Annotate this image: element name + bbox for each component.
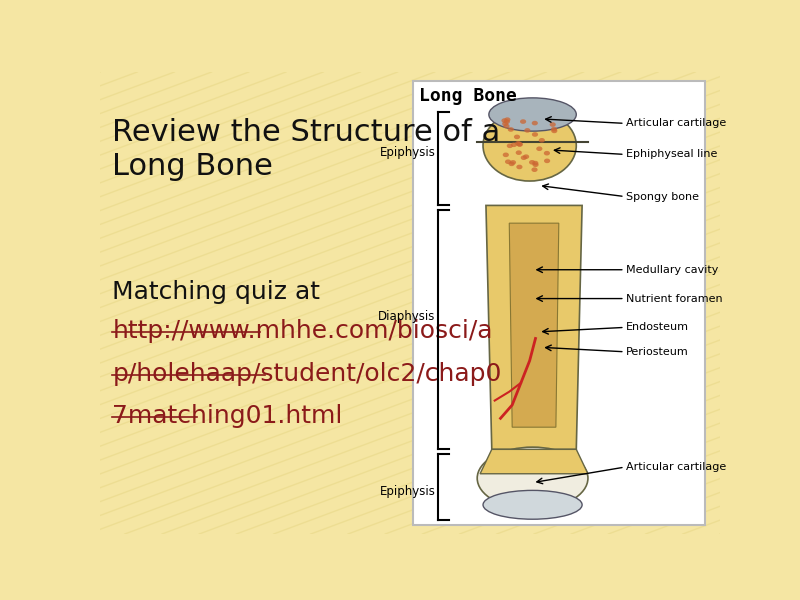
Circle shape bbox=[536, 146, 542, 151]
Text: Diaphysis: Diaphysis bbox=[378, 310, 435, 323]
Circle shape bbox=[516, 164, 522, 169]
Circle shape bbox=[506, 143, 513, 148]
Circle shape bbox=[508, 127, 514, 132]
Ellipse shape bbox=[489, 98, 576, 131]
FancyBboxPatch shape bbox=[413, 81, 705, 525]
Circle shape bbox=[509, 161, 514, 166]
Text: p/holehaap/student/olc2/chap0: p/holehaap/student/olc2/chap0 bbox=[112, 362, 502, 386]
Text: Review the Structure of a
Long Bone: Review the Structure of a Long Bone bbox=[112, 118, 501, 181]
Text: Matching quiz at: Matching quiz at bbox=[112, 280, 320, 304]
Text: Nutrient foramen: Nutrient foramen bbox=[626, 293, 722, 304]
Circle shape bbox=[511, 142, 517, 147]
Circle shape bbox=[505, 160, 511, 164]
Polygon shape bbox=[486, 205, 582, 449]
Circle shape bbox=[531, 167, 538, 172]
Circle shape bbox=[504, 119, 510, 124]
Text: 7matching01.html: 7matching01.html bbox=[112, 404, 342, 428]
Text: Articular cartilage: Articular cartilage bbox=[626, 118, 726, 128]
Text: http://www.mhhe.com/biosci/a: http://www.mhhe.com/biosci/a bbox=[112, 319, 493, 343]
Circle shape bbox=[533, 163, 538, 167]
Circle shape bbox=[532, 161, 538, 166]
Text: Ephiphyseal line: Ephiphyseal line bbox=[626, 149, 718, 160]
Ellipse shape bbox=[478, 447, 588, 509]
Text: Endosteum: Endosteum bbox=[626, 322, 689, 332]
Circle shape bbox=[532, 121, 538, 125]
Text: Periosteum: Periosteum bbox=[626, 347, 689, 357]
Circle shape bbox=[514, 134, 520, 139]
Circle shape bbox=[544, 151, 550, 155]
Circle shape bbox=[502, 121, 508, 126]
Circle shape bbox=[516, 142, 522, 146]
Text: Medullary cavity: Medullary cavity bbox=[626, 265, 718, 275]
Text: Articular cartilage: Articular cartilage bbox=[626, 462, 726, 472]
Text: Epiphysis: Epiphysis bbox=[379, 485, 435, 498]
Circle shape bbox=[538, 138, 545, 143]
Circle shape bbox=[520, 119, 526, 124]
Circle shape bbox=[503, 124, 510, 128]
Circle shape bbox=[510, 160, 516, 165]
Circle shape bbox=[516, 151, 522, 155]
Circle shape bbox=[502, 118, 508, 123]
Text: Long Bone: Long Bone bbox=[419, 87, 517, 105]
Text: Spongy bone: Spongy bone bbox=[626, 191, 699, 202]
Circle shape bbox=[524, 128, 530, 133]
Circle shape bbox=[532, 132, 538, 137]
Circle shape bbox=[550, 122, 556, 127]
Circle shape bbox=[517, 142, 523, 147]
Text: Epiphysis: Epiphysis bbox=[379, 146, 435, 159]
Circle shape bbox=[551, 128, 558, 133]
Circle shape bbox=[521, 155, 527, 160]
Polygon shape bbox=[510, 223, 558, 427]
Ellipse shape bbox=[483, 110, 576, 181]
Circle shape bbox=[502, 152, 509, 157]
Circle shape bbox=[515, 141, 522, 146]
Circle shape bbox=[551, 127, 557, 131]
Circle shape bbox=[529, 160, 535, 164]
Circle shape bbox=[544, 158, 550, 163]
Circle shape bbox=[504, 118, 510, 122]
Ellipse shape bbox=[483, 490, 582, 519]
Polygon shape bbox=[480, 449, 588, 474]
Circle shape bbox=[523, 154, 529, 159]
